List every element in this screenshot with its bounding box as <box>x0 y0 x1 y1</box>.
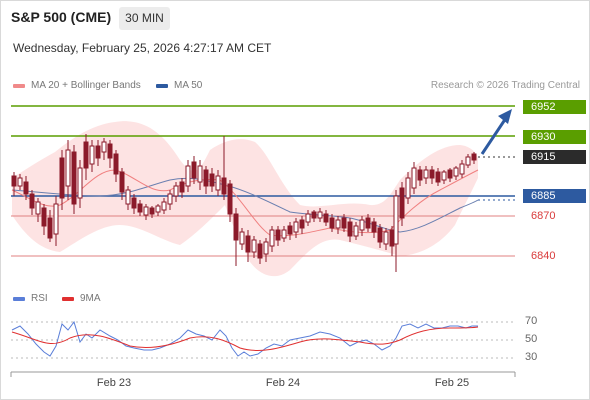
forecast-arrow-icon <box>480 109 512 155</box>
ma50-swatch-icon <box>156 83 168 88</box>
9ma-swatch-icon <box>62 296 74 301</box>
level-label-6930: 6930 <box>523 130 586 144</box>
level-label-6915: 6915 <box>523 150 586 164</box>
legend-9ma-label: 9MA <box>80 293 101 304</box>
rsi-swatch-icon <box>13 296 25 301</box>
timeframe-button[interactable]: 30 MIN <box>119 7 170 30</box>
legend-9ma: 9MA <box>62 293 101 304</box>
x-label-feb24: Feb 24 <box>265 377 301 389</box>
credit-text: Research © 2026 Trading Central <box>430 80 580 91</box>
x-label-feb25: Feb 25 <box>434 377 470 389</box>
legend-ma20-label: MA 20 + Bollinger Bands <box>31 80 141 91</box>
rsi-9ma-line <box>11 326 479 351</box>
x-label-feb23: Feb 23 <box>96 377 132 389</box>
candlesticks <box>11 134 477 272</box>
level-label-6870: 6870 <box>531 210 556 222</box>
instrument-title: S&P 500 (CME) <box>11 9 112 25</box>
legend-rsi: RSI <box>13 293 48 304</box>
ma50-line <box>11 177 479 233</box>
rsi-tick-50: 50 <box>525 333 538 345</box>
legend-ma50-label: MA 50 <box>174 80 203 91</box>
level-label-6952: 6952 <box>523 100 586 114</box>
level-label-6885: 6885 <box>523 189 586 203</box>
legend-ma20: MA 20 + Bollinger Bands <box>13 80 141 91</box>
timestamp: Wednesday, February 25, 2026 4:27:17 AM … <box>13 41 272 55</box>
rsi-tick-30: 30 <box>525 351 538 363</box>
ma20-line <box>11 169 479 237</box>
rsi-line <box>11 320 478 357</box>
rsi-tick-70: 70 <box>525 315 538 327</box>
legend-rsi-label: RSI <box>31 293 48 304</box>
level-label-6840: 6840 <box>531 250 556 262</box>
bollinger-band <box>12 121 478 277</box>
ma20-swatch-icon <box>13 83 25 88</box>
legend-ma50: MA 50 <box>156 80 202 91</box>
